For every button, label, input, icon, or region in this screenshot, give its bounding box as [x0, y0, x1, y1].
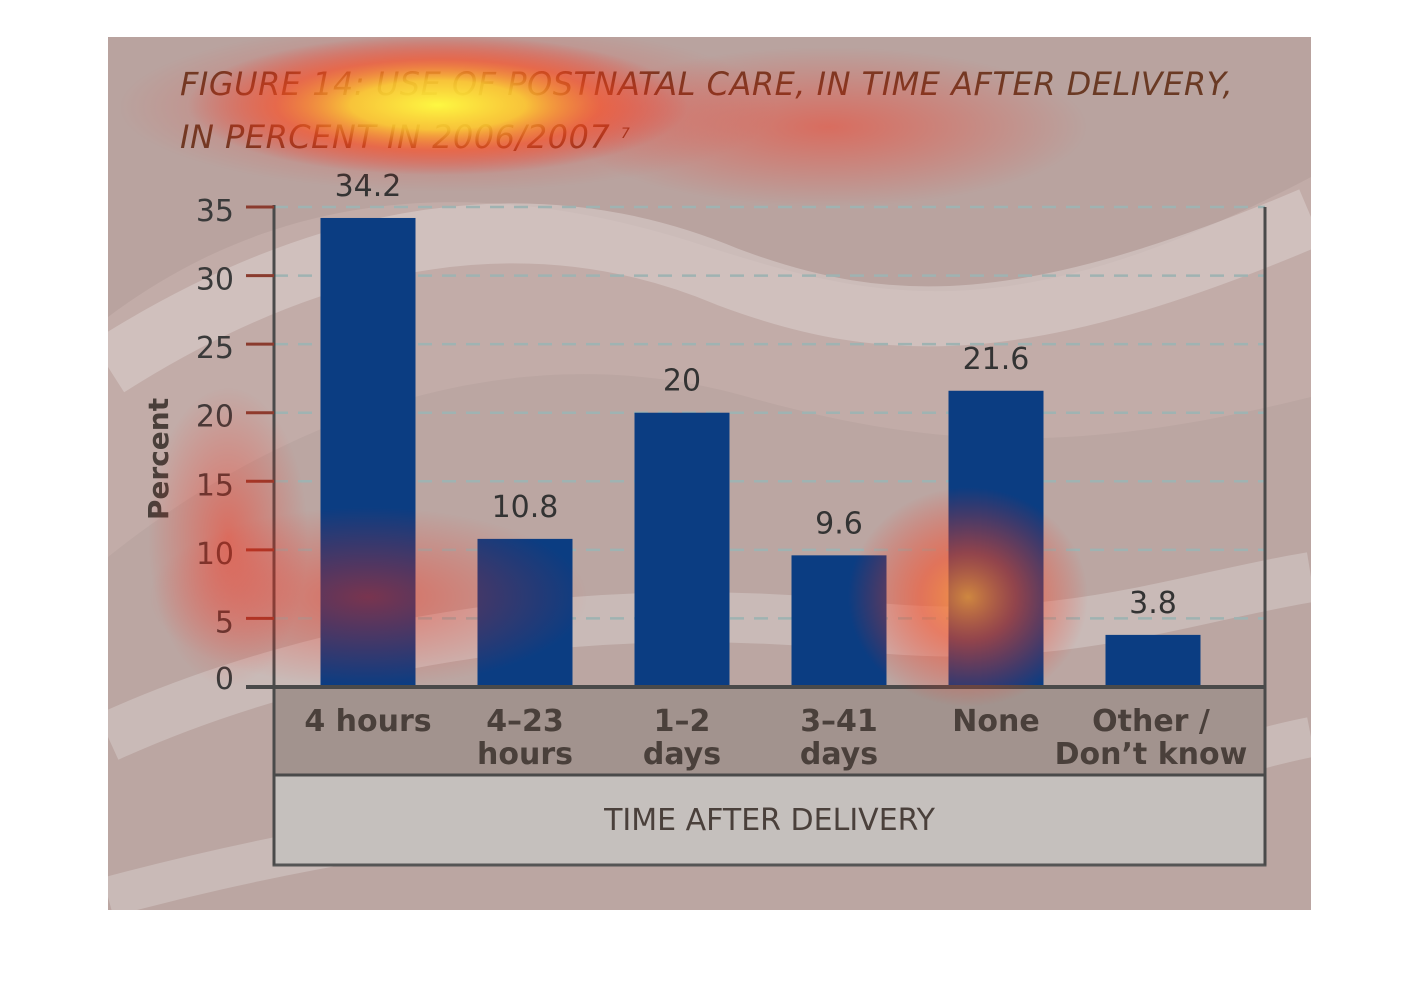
- bar: [1105, 634, 1201, 687]
- category-label: Don’t know: [1055, 737, 1248, 772]
- category-label: None: [952, 704, 1039, 739]
- category-label: 4 hours: [304, 704, 431, 739]
- data-label: 21.6: [963, 342, 1030, 377]
- y-tick-label: 5: [215, 605, 234, 640]
- bar: [477, 538, 573, 687]
- data-label: 9.6: [815, 506, 863, 541]
- bar: [320, 217, 416, 687]
- category-label: days: [643, 737, 721, 772]
- x-axis-title-box: [272, 773, 1267, 867]
- data-label: 34.2: [335, 169, 402, 204]
- data-label: 3.8: [1129, 586, 1177, 621]
- bar-chart: 0 5 10 15 20 25 30 35 Percent 34.2 4 hours 10.8 4–23…: [142, 169, 1267, 867]
- y-tick-label: 35: [196, 194, 234, 229]
- y-tick-label: 0: [215, 662, 234, 697]
- category-label-band: [274, 687, 1265, 775]
- y-tick-label: 20: [196, 400, 234, 435]
- bar: [948, 390, 1044, 687]
- y-tick-label: 25: [196, 331, 234, 366]
- figure-panel: FIGURE 14: USE OF POSTNATAL CARE, IN TIM…: [108, 37, 1311, 910]
- bar: [791, 555, 887, 687]
- category-label: Other /: [1092, 704, 1210, 739]
- category-label: days: [800, 737, 878, 772]
- category-label: 3–41: [800, 704, 878, 739]
- y-tick-label: 15: [196, 468, 234, 503]
- data-label: 20: [663, 364, 701, 399]
- category-label: 4–23: [486, 704, 564, 739]
- y-tick-label: 10: [196, 537, 234, 572]
- y-axis-title: Percent: [142, 398, 175, 520]
- data-label: 10.8: [492, 490, 559, 525]
- category-label: 1–2: [654, 704, 711, 739]
- bar: [634, 412, 730, 687]
- y-tick-label: 30: [196, 263, 234, 298]
- x-axis-title: TIME AFTER DELIVERY: [603, 803, 935, 838]
- category-label: hours: [477, 737, 573, 772]
